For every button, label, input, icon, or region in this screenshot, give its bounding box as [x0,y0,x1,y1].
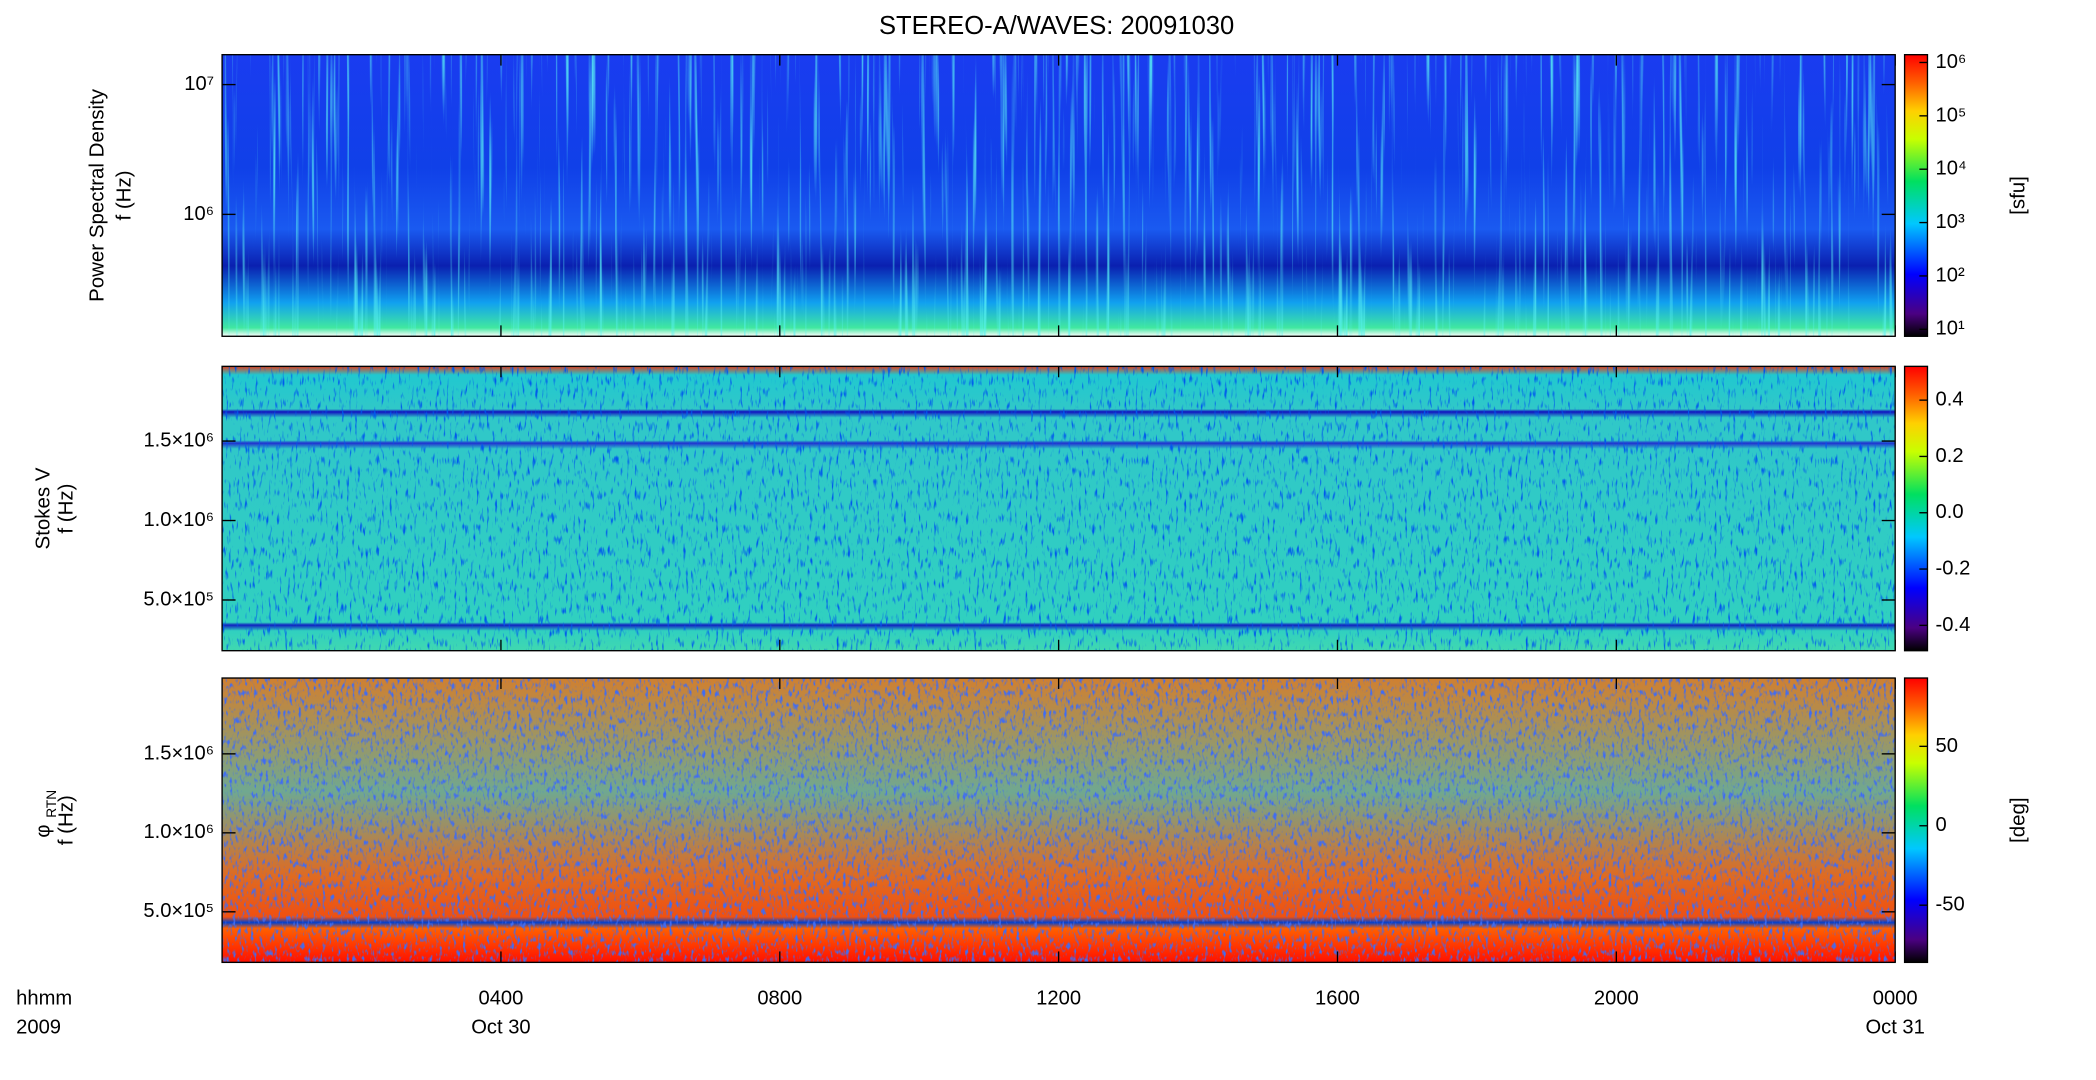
y-axis-label: Power Spectral Density [87,88,109,302]
spectrogram-texture [222,366,1896,651]
y-tick-label: 1.0×10⁶ [143,509,214,531]
x-row-label: 2009 [16,1016,61,1038]
colorbar-tick-label: 0.0 [1936,501,1964,523]
y-axis-label: Stokes V [33,467,55,549]
x-tick-label: 1200 [1036,988,1081,1010]
colorbar-tick-label: 10⁵ [1936,104,1967,126]
y-tick-label: 5.0×10⁵ [143,900,214,922]
colorbar-tick-label: -50 [1936,893,1965,915]
colorbar [1903,53,1929,337]
colorbar-tick-label: 10¹ [1936,318,1965,340]
colorbar [1903,365,1929,652]
y-tick-label: 1.5×10⁶ [143,742,214,764]
spectrogram-texture [222,54,1896,337]
colorbar-tick-label: 50 [1936,735,1958,757]
spectrogram-texture [222,678,1896,963]
x-row-label: hhmm [16,988,72,1010]
colorbar-tick-label: 0.4 [1936,388,1964,410]
colorbar-tick-label: 0 [1936,814,1947,836]
colorbar-tick-label: 10⁴ [1936,157,1967,179]
x-tick-label: 0400 [478,988,523,1010]
y-axis-unit: f (Hz) [56,483,78,533]
colorbar-tick-label: 10³ [1936,211,1965,233]
colorbar-tick-label: 0.2 [1936,445,1964,467]
colorbar-tick-label: -0.4 [1936,614,1971,636]
colorbar [1903,677,1929,964]
x-tick-label: 0000 [1873,988,1918,1010]
x-tick-label: 1600 [1315,988,1360,1010]
y-tick-label: 1.0×10⁶ [143,821,214,843]
x-date-label: Oct 30 [471,1016,530,1038]
colorbar-label: [deg] [2007,797,2029,843]
figure-title: STEREO-A/WAVES: 20091030 [879,12,1234,40]
y-tick-label: 10⁷ [184,73,214,95]
figure-body: STEREO-A/WAVES: 20091030 10⁶ 10⁷ Power Spe… [16,12,2029,1038]
colorbar-tick-label: 10² [1936,264,1965,286]
colorbar-tick-label: -0.2 [1936,557,1971,579]
x-date-label: Oct 31 [1865,1016,1924,1038]
x-tick-label: 0800 [757,988,802,1010]
colorbar-label: [sfu] [2007,176,2029,215]
y-axis-label-subscript: RTN [44,790,59,818]
y-axis-label: φ [33,824,55,837]
y-axis-unit: f (Hz) [114,170,136,220]
y-tick-label: 10⁶ [183,203,214,225]
colorbar-tick-label: 10⁶ [1936,51,1967,73]
y-tick-label: 1.5×10⁶ [143,429,214,451]
y-tick-label: 5.0×10⁵ [143,588,214,610]
y-axis-unit: f (Hz) [56,795,78,845]
x-tick-label: 2000 [1594,988,1639,1010]
